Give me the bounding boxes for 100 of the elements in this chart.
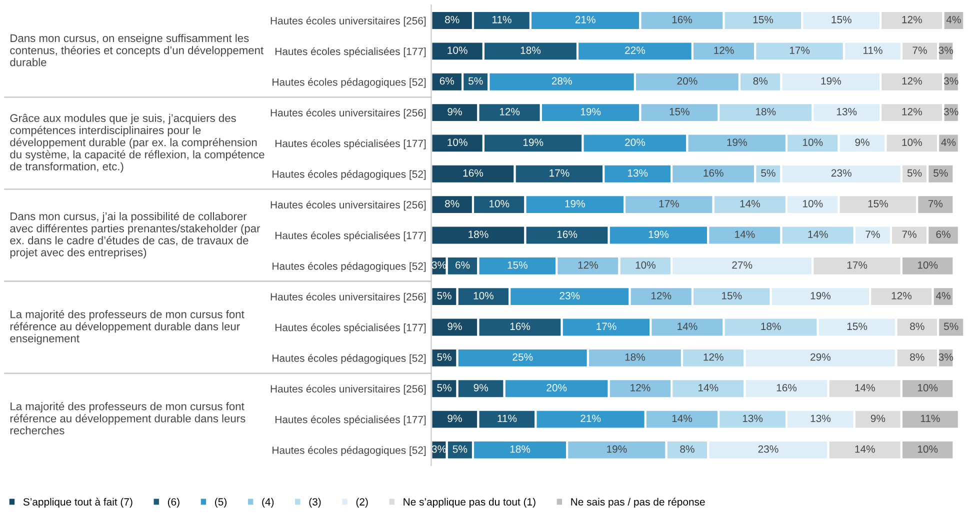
data-label: 11% [863, 46, 882, 54]
data-label: 17% [847, 261, 868, 269]
data-label: 6% [440, 77, 454, 85]
data-label: 5% [907, 169, 922, 177]
data-label: 7% [902, 230, 916, 238]
data-label: 18% [625, 353, 646, 361]
data-label: 12% [578, 261, 598, 269]
data-label: 8% [445, 200, 460, 208]
data-label: 4% [936, 292, 950, 300]
data-label: 16% [704, 169, 724, 177]
data-label: 19% [565, 200, 585, 208]
data-label: 23% [831, 169, 852, 177]
text: Dans mon cursus, j’ai la possibilité de collaborer avec différentes parties prenantes/stakeholder (par ex. dans le cadre d’études de cas, de travaux de projet avec des entreprises) [10, 212, 260, 259]
data-label: 29% [810, 353, 831, 361]
data-label: 3% [432, 445, 446, 453]
data-label: 8% [753, 77, 768, 85]
data-label: 8% [680, 445, 694, 453]
y-tick-label: Hautes écoles pédagogiques [52] [272, 262, 426, 272]
y-tick-label: Hautes écoles spécialisées [177] [276, 323, 426, 334]
data-label: 15% [868, 200, 888, 208]
data-label: 10% [636, 261, 656, 269]
data-label: 11% [920, 414, 940, 422]
data-label: 8% [910, 322, 924, 330]
y-tick-label: Hautes écoles universitaires [256] [270, 108, 426, 119]
y-tick-label: Hautes écoles spécialisées [177] [276, 47, 426, 58]
data-label: 5% [437, 292, 452, 300]
data-label: 20% [546, 384, 567, 392]
data-label: 9% [474, 384, 488, 392]
data-label: 17% [596, 322, 616, 330]
data-label: 14% [808, 230, 828, 238]
data-label: 21% [580, 414, 601, 422]
data-label: 15% [832, 16, 852, 24]
data-label: 16% [776, 384, 797, 392]
data-label: 7% [928, 200, 943, 208]
data-label: 19% [580, 108, 601, 116]
legend-label: (6) [168, 498, 180, 508]
data-label: 18% [510, 445, 530, 453]
y-tick-label: Hautes écoles universitaires [256] [270, 384, 426, 395]
data-label: 18% [756, 108, 776, 116]
data-label: 12% [892, 292, 912, 300]
data-label: 17% [790, 46, 810, 54]
data-label: 23% [560, 292, 580, 300]
data-label: 6% [456, 261, 470, 269]
data-label: 12% [500, 108, 520, 116]
y-tick-label: Hautes écoles universitaires [256] [270, 292, 426, 303]
data-label: 18% [761, 322, 781, 330]
data-label: 9% [855, 138, 870, 146]
legend-label: (3) [309, 498, 321, 508]
data-label: 4% [941, 138, 956, 146]
data-label: 8% [910, 353, 924, 361]
data-label: 5% [452, 445, 468, 453]
data-label: 10% [803, 200, 823, 208]
y-tick-label: Hautes écoles pédagogiques [52] [272, 354, 426, 364]
data-label: 15% [847, 322, 868, 330]
data-label: 17% [659, 200, 679, 208]
data-label: 16% [463, 169, 484, 177]
data-label: 6% [936, 230, 950, 238]
data-label: 12% [902, 108, 922, 116]
data-label: 14% [855, 445, 875, 453]
data-label: 19% [810, 292, 831, 300]
data-label: 14% [740, 200, 760, 208]
data-label: 12% [630, 384, 650, 392]
data-label: 8% [445, 16, 460, 24]
data-label: 13% [628, 169, 648, 177]
data-label: 3% [432, 261, 446, 269]
data-label: 10% [474, 292, 494, 300]
legend-label: (2) [356, 498, 368, 508]
data-label: 19% [607, 445, 627, 453]
data-label: 14% [698, 384, 718, 392]
data-label: 19% [523, 138, 544, 146]
data-label: 12% [714, 46, 734, 54]
y-tick-label: Hautes écoles spécialisées [177] [276, 139, 426, 150]
data-label: 9% [448, 322, 462, 330]
y-tick-label: Hautes écoles spécialisées [177] [276, 415, 426, 426]
data-label: 3% [944, 77, 958, 85]
y-tick-label: Hautes écoles universitaires [256] [270, 16, 426, 27]
data-label: 16% [672, 16, 692, 24]
y-tick-label: Hautes écoles spécialisées [177] [276, 231, 426, 242]
data-label: 9% [448, 414, 462, 422]
data-label: 13% [742, 414, 763, 422]
data-label: 16% [510, 322, 530, 330]
y-tick-label: Hautes écoles pédagogiques [52] [272, 78, 426, 88]
data-label: 14% [855, 384, 875, 392]
data-label: 17% [550, 169, 570, 177]
legend-label: (5) [215, 498, 226, 508]
data-label: 21% [575, 16, 596, 24]
data-label: 5% [468, 77, 483, 85]
data-label: 9% [448, 108, 462, 116]
data-label: 12% [651, 292, 672, 300]
data-label: 19% [727, 138, 747, 146]
data-label: 16% [557, 230, 578, 238]
data-label: 3% [938, 353, 954, 361]
legend-label: (4) [262, 498, 274, 508]
data-label: 4% [946, 16, 961, 24]
data-label: 5% [437, 384, 452, 392]
data-label: 12% [902, 77, 922, 85]
data-label: 11% [492, 16, 512, 24]
data-label: 15% [508, 261, 528, 269]
text: La majorité des professeurs de mon cursus font référence au développement durable dans leurs recherches [10, 402, 246, 434]
data-label: 10% [803, 138, 823, 146]
